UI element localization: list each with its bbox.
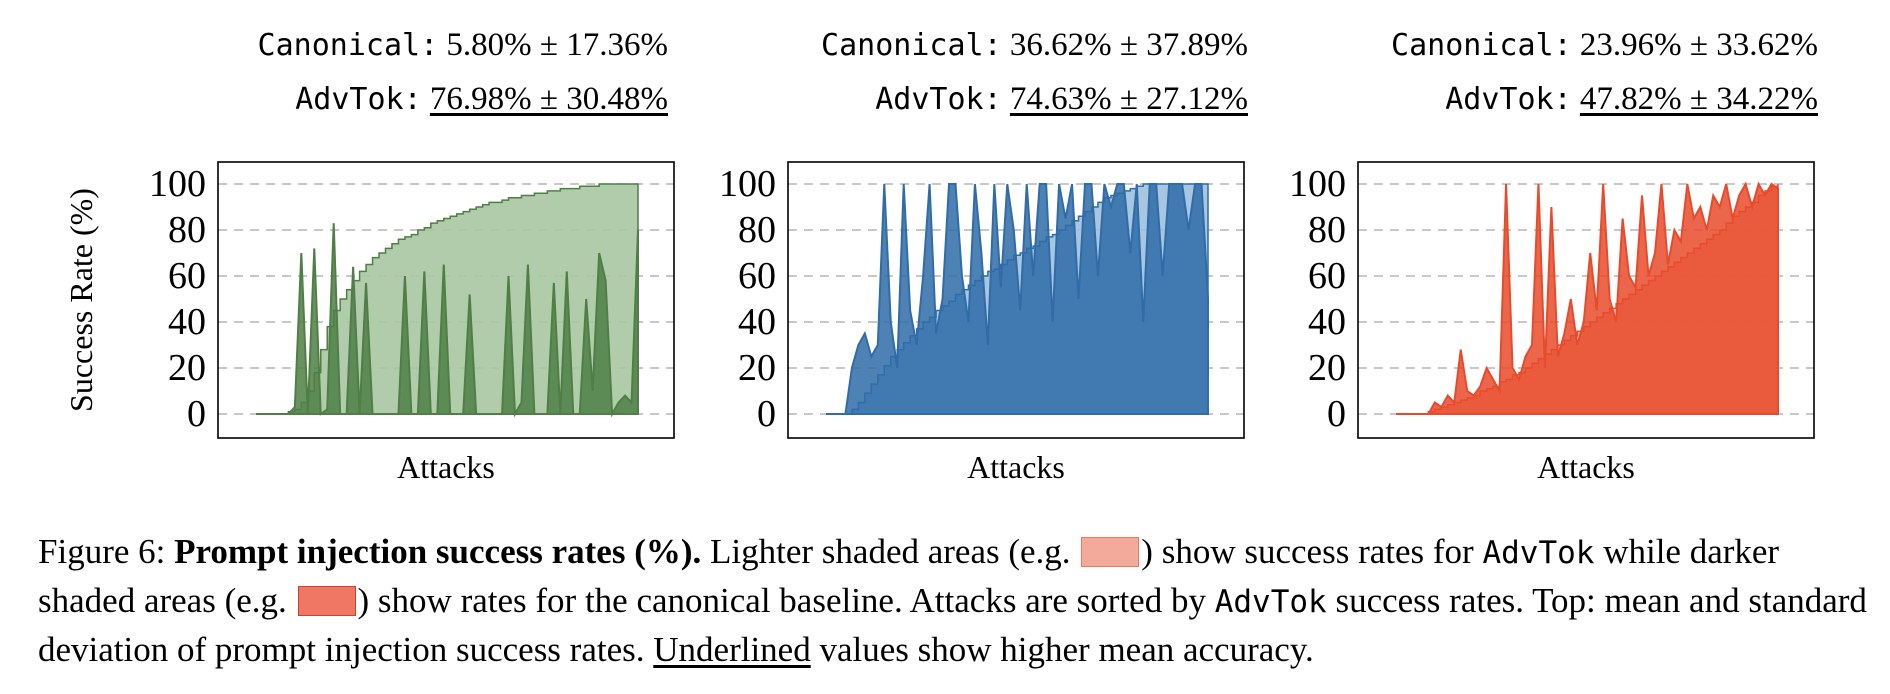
caption-underlined: Underlined bbox=[653, 630, 811, 669]
y-tick-label: 40 bbox=[738, 301, 776, 343]
caption-text: ) show rates for the canonical baseline.… bbox=[357, 581, 1215, 620]
canonical-value: 23.96% ± 33.62% bbox=[1579, 27, 1818, 63]
advtok-label: AdvTok: bbox=[1445, 82, 1572, 117]
y-tick-label: 80 bbox=[1308, 209, 1346, 251]
y-tick-label: 20 bbox=[1308, 347, 1346, 389]
canonical-area bbox=[256, 223, 639, 418]
y-tick-label: 0 bbox=[757, 393, 776, 435]
advtok-label: AdvTok: bbox=[875, 82, 1002, 117]
y-axis-label: Success Rate (%) bbox=[63, 188, 99, 412]
y-tick-label: 100 bbox=[719, 163, 776, 205]
advtok-value: 47.82% ± 34.22% bbox=[1579, 81, 1818, 117]
advtok-stat-row: AdvTok: 74.63% ± 27.12% bbox=[740, 72, 1248, 126]
canonical-value: 36.62% ± 37.89% bbox=[1009, 27, 1248, 63]
caption-text: while darker shaded areas (e.g. bbox=[38, 532, 1780, 620]
canonical-label: Canonical: bbox=[1391, 28, 1572, 63]
panel-2-stats: Canonical: 36.62% ± 37.89% AdvTok: 74.63… bbox=[740, 18, 1248, 126]
caption-text: values show higher mean accuracy. bbox=[810, 630, 1314, 669]
x-axis-label: Attacks bbox=[397, 449, 495, 485]
canonical-area bbox=[826, 183, 1209, 415]
dark-shade-swatch bbox=[297, 586, 356, 616]
y-tick-label: 20 bbox=[168, 347, 206, 389]
plot-frame bbox=[217, 161, 675, 439]
y-tick-label: 100 bbox=[149, 163, 206, 205]
advtok-value: 74.63% ± 27.12% bbox=[1009, 81, 1248, 117]
y-tick-label: 60 bbox=[738, 255, 776, 297]
canonical-value: 5.80% ± 17.36% bbox=[446, 27, 668, 63]
caption-advtok: AdvTok bbox=[1214, 584, 1327, 620]
advtok-stat-row: AdvTok: 76.98% ± 30.48% bbox=[170, 72, 668, 126]
caption-text: Lighter shaded areas (e.g. bbox=[701, 532, 1080, 571]
canonical-stat-row: Canonical: 23.96% ± 33.62% bbox=[1310, 18, 1818, 72]
y-tick-label: 0 bbox=[187, 393, 206, 435]
panel-1-stats: Canonical: 5.80% ± 17.36% AdvTok: 76.98%… bbox=[170, 18, 668, 126]
y-tick-label: 80 bbox=[168, 209, 206, 251]
canonical-label: Canonical: bbox=[257, 28, 439, 63]
canonical-stat-row: Canonical: 5.80% ± 17.36% bbox=[170, 18, 668, 72]
caption-text: success rates. Top: mean and standard de… bbox=[38, 581, 1867, 669]
advtok-stat-row: AdvTok: 47.82% ± 34.22% bbox=[1310, 72, 1818, 126]
plot-frame bbox=[787, 161, 1245, 439]
canonical-stat-row: Canonical: 36.62% ± 37.89% bbox=[740, 18, 1248, 72]
light-shade-swatch bbox=[1081, 537, 1140, 567]
figure-label: Figure 6: bbox=[38, 532, 175, 571]
y-tick-label: 40 bbox=[168, 301, 206, 343]
y-tick-label: 100 bbox=[1289, 163, 1346, 205]
advtok-label: AdvTok: bbox=[295, 82, 422, 117]
caption-text: ) show success rates for bbox=[1141, 532, 1483, 571]
y-tick-label: 60 bbox=[168, 255, 206, 297]
caption-title: Prompt injection success rates (%). bbox=[174, 532, 702, 571]
x-axis-label: Attacks bbox=[1537, 449, 1635, 485]
panel-3-stats: Canonical: 23.96% ± 33.62% AdvTok: 47.82… bbox=[1310, 18, 1818, 126]
figure-caption: Figure 6: Prompt injection success rates… bbox=[38, 528, 1868, 674]
canonical-label: Canonical: bbox=[821, 28, 1002, 63]
y-tick-label: 80 bbox=[738, 209, 776, 251]
y-tick-label: 40 bbox=[1308, 301, 1346, 343]
y-tick-label: 20 bbox=[738, 347, 776, 389]
plot-frame bbox=[1357, 161, 1815, 439]
x-axis-label: Attacks bbox=[967, 449, 1065, 485]
advtok-value: 76.98% ± 30.48% bbox=[429, 81, 668, 117]
canonical-area bbox=[1396, 181, 1779, 415]
y-tick-label: 60 bbox=[1308, 255, 1346, 297]
y-tick-label: 0 bbox=[1327, 393, 1346, 435]
caption-advtok: AdvTok bbox=[1482, 535, 1595, 571]
